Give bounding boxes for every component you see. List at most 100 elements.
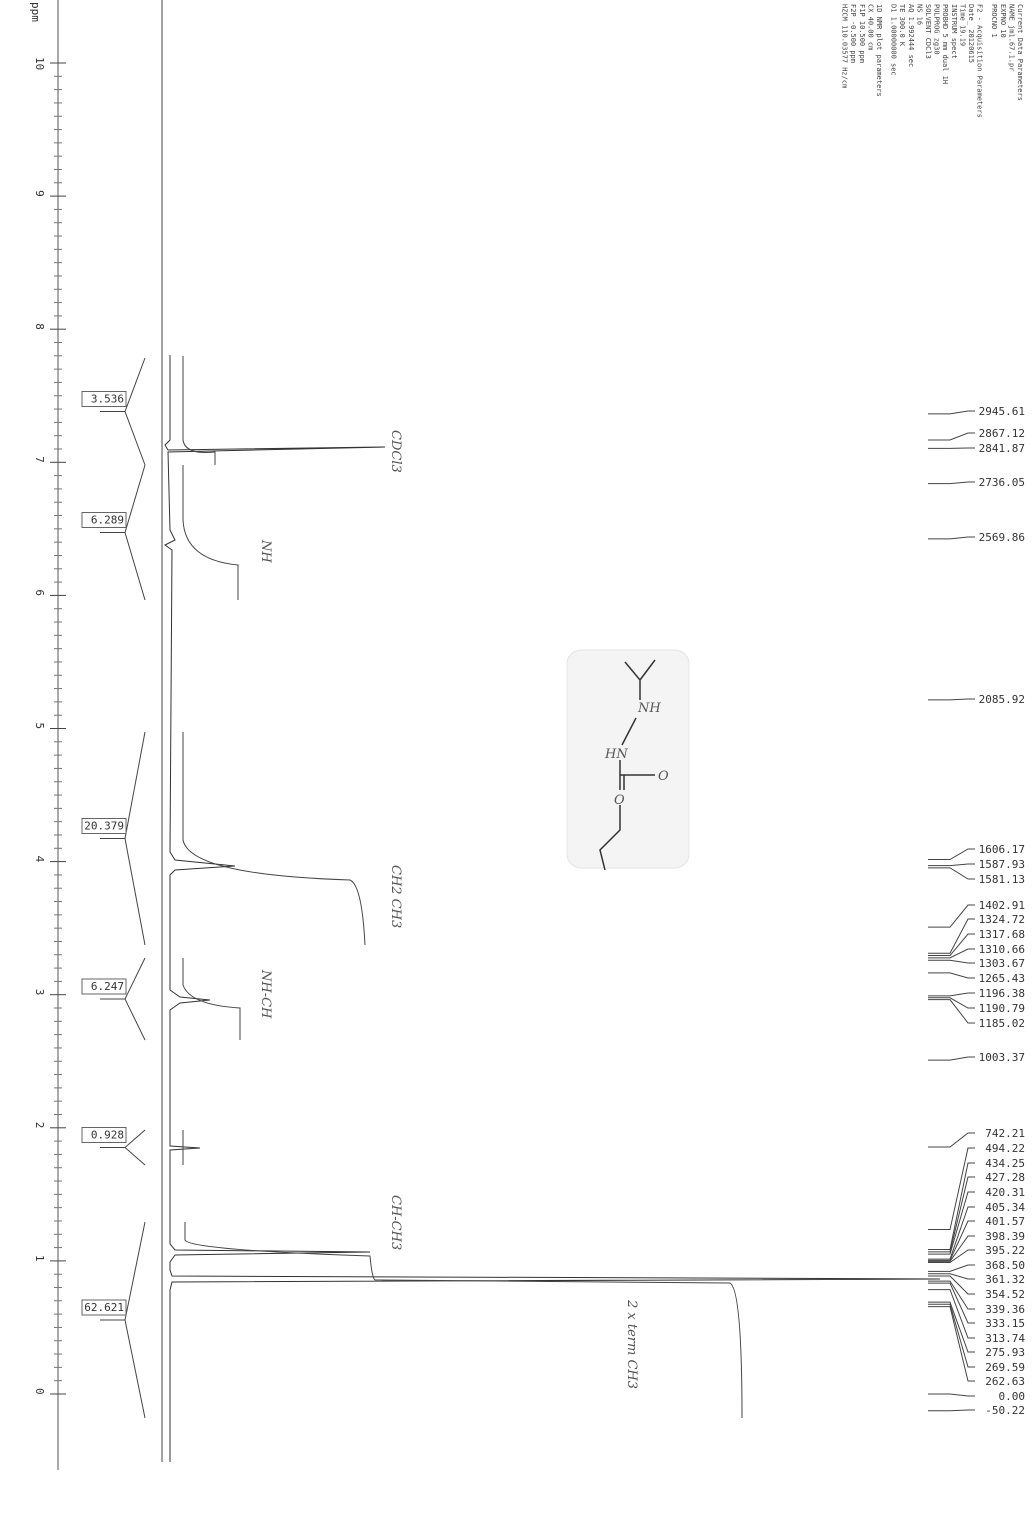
axis-tick-label: 3 (33, 989, 46, 996)
parameter-line: PROCNO 1 (990, 4, 998, 38)
integral-value: 0.928 (91, 1129, 124, 1142)
peak-label: 1185.02 (979, 1017, 1025, 1030)
structure-label: O (658, 769, 669, 784)
annotation: 2 x term CH3 (624, 1299, 639, 1389)
peak-label: 1003.37 (979, 1051, 1025, 1064)
peak-leader (928, 919, 975, 953)
peak-leader (928, 1133, 975, 1147)
peak-label: 1317.68 (979, 928, 1025, 941)
axis-tick-label: 0 (33, 1388, 46, 1395)
peak-leader (928, 849, 975, 860)
peak-leader (928, 960, 975, 963)
integral-bracket (100, 358, 145, 465)
peak-label: 275.93 (985, 1346, 1025, 1359)
integral-value: 20.379 (84, 820, 124, 833)
peak-label: 2867.12 (979, 427, 1025, 440)
peak-leader (928, 1148, 975, 1230)
parameter-line: EXPNO 10 (999, 4, 1007, 38)
spectrum-sheet: ppm NH HN O O CDCl3 NH CH2 CH3 NH-CH CH-… (0, 0, 1032, 1528)
parameter-line: CX 40.00 cm (866, 4, 874, 50)
peak-label: 313.74 (985, 1332, 1025, 1345)
structure: NH HN O O (567, 650, 689, 870)
integral-bracket (100, 958, 145, 1040)
peak-label: 434.25 (985, 1157, 1025, 1170)
parameter-line: Date_ 20120615 (967, 4, 975, 63)
peak-leader (928, 1207, 975, 1259)
axis-tick-label: 7 (33, 456, 46, 463)
peak-label: 0.00 (999, 1390, 1026, 1403)
peak-label: 1606.17 (979, 843, 1025, 856)
peak-label: 398.39 (985, 1230, 1025, 1243)
peak-leader (928, 993, 975, 996)
annotation: CDCl3 (388, 430, 403, 473)
peak-label: 333.15 (985, 1317, 1025, 1330)
spectrum-trace (165, 355, 940, 1462)
annotation: CH2 CH3 (388, 865, 403, 928)
peak-label: 742.21 (985, 1127, 1025, 1140)
parameter-line: PULPROG zg30 (933, 4, 941, 55)
peak-label: 2085.92 (979, 693, 1025, 706)
axis-tick-label: 1 (33, 1255, 46, 1262)
annotation: NH (258, 539, 273, 563)
peak-label: 2945.61 (979, 405, 1025, 418)
parameter-line: SOLVENT CDCl3 (924, 4, 932, 59)
peak-leader (928, 934, 975, 956)
parameter-line: F2P -0.500 ppm (849, 4, 857, 63)
peak-label: 2841.87 (979, 442, 1025, 455)
axis-tick-label: 9 (33, 190, 46, 197)
parameter-line: INSTRUM spect (950, 4, 958, 59)
peak-leader (928, 1265, 975, 1271)
peak-leader (928, 864, 975, 866)
parameter-line: TE 300.0 K (898, 4, 906, 47)
integral-value: 6.289 (91, 514, 124, 527)
annotation: CH-CH3 (388, 1195, 403, 1250)
peak-label: 269.59 (985, 1361, 1025, 1374)
peak-leader (928, 1000, 975, 1023)
peak-label: 1265.43 (979, 972, 1025, 985)
peak-label: -50.22 (985, 1404, 1025, 1417)
peak-label: 395.22 (985, 1244, 1025, 1257)
integral-value: 62.621 (84, 1301, 124, 1314)
peak-label: 1303.67 (979, 957, 1025, 970)
peak-leader (928, 973, 975, 978)
axis-unit: ppm (29, 2, 42, 22)
peak-leader (928, 1307, 975, 1381)
axis-tick-label: 4 (33, 856, 46, 863)
integral-curves (183, 356, 742, 1418)
peak-label: 1324.72 (979, 913, 1025, 926)
axis-tick-label: 8 (33, 323, 46, 330)
axis-tick-label: 6 (33, 589, 46, 596)
parameter-line: F1P 10.500 ppm (858, 4, 866, 63)
peak-label: 405.34 (985, 1201, 1025, 1214)
parameter-line: AQ 1.992444 sec (907, 4, 915, 67)
parameter-line: HZCM 110.03577 Hz/cm (841, 4, 849, 88)
parameter-line: Time 19.19 (958, 4, 966, 46)
peak-leader (928, 433, 975, 440)
peak-label: 1196.38 (979, 987, 1025, 1000)
integral-value: 3.536 (91, 393, 124, 406)
peak-label: 262.63 (985, 1375, 1025, 1388)
structure-label: O (614, 793, 625, 808)
peak-label: 2736.05 (979, 476, 1025, 489)
integral-value: 6.247 (91, 980, 124, 993)
page: {"axis": {"unit": "ppm", "ticks": ["10",… (0, 0, 1032, 1528)
peak-label: 1587.93 (979, 858, 1025, 871)
peak-label: 1190.79 (979, 1002, 1025, 1015)
peak-label: 1310.66 (979, 943, 1025, 956)
axis-tick-label: 10 (33, 57, 46, 70)
peak-leader (928, 537, 975, 539)
parameter-line: Current Data Parameters (1016, 4, 1024, 101)
peak-label: 2569.86 (979, 531, 1025, 544)
peak-leader (928, 699, 975, 700)
axis-tick-label: 2 (33, 1122, 46, 1129)
parameter-line: 1D NMR plot parameters (875, 4, 883, 97)
peak-label: 494.22 (985, 1142, 1025, 1155)
peak-leader (928, 1394, 975, 1396)
peak-label: 1581.13 (979, 873, 1025, 886)
peak-leader (928, 1410, 975, 1411)
peak-label: 368.50 (985, 1259, 1025, 1272)
peak-label: 361.32 (985, 1273, 1025, 1286)
axis-tick-label: 5 (33, 723, 46, 730)
annotation: NH-CH (258, 969, 273, 1019)
peak-label: 1402.91 (979, 899, 1025, 912)
